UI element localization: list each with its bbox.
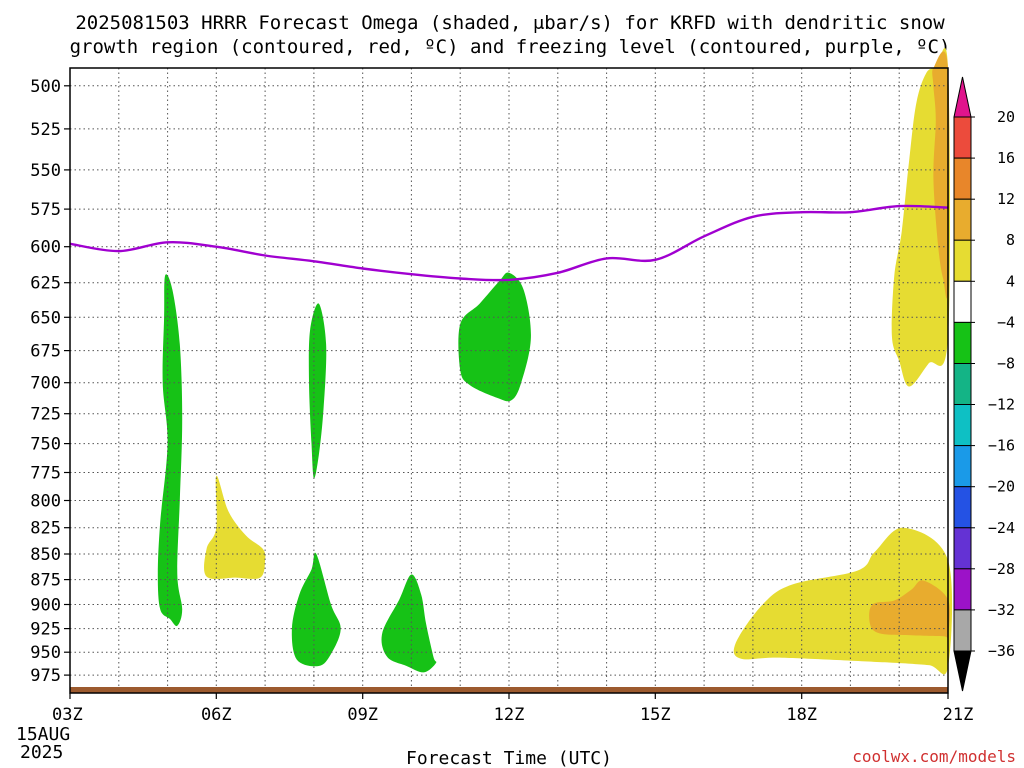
x-tick-label: 18Z: [786, 705, 817, 725]
colorbar-segment: [953, 198, 972, 241]
colorbar-segment: [953, 239, 972, 282]
y-tick-label: 550: [30, 161, 61, 181]
y-tick-label: 775: [30, 464, 61, 484]
colorbar-segment: [953, 363, 972, 406]
colorbar-tick-label: −20: [988, 478, 1015, 496]
grid-lines: [70, 68, 948, 693]
x-tick-label: 12Z: [494, 705, 525, 725]
colorbar-segment: [953, 157, 972, 200]
x-axis-label: Forecast Time (UTC): [406, 748, 612, 768]
freezing-level-contour: [69, 204, 949, 282]
colorbar-tick-label: −28: [988, 560, 1015, 578]
y-tick-label: 850: [30, 545, 61, 565]
y-tick-label: 725: [30, 405, 61, 425]
colorbar-tick-label: 8: [1006, 231, 1015, 249]
colorbar-segment: [953, 404, 972, 447]
omega-region-3: [291, 552, 341, 667]
y-tick-label: 650: [30, 308, 61, 328]
x-tick-label: 03Z: [52, 705, 83, 725]
omega-colorbar: 20 16 12 8 4 −4 −8 −12 −16 −20 −24 −28 −32 −36: [953, 76, 1015, 692]
colorbar-segment: [953, 609, 972, 652]
colorbar-segment: [953, 568, 972, 611]
colorbar-top-arrow: [953, 76, 972, 118]
colorbar-bottom-arrow: [953, 650, 972, 692]
y-tick-label: 875: [30, 571, 61, 591]
y-tick-label: 700: [30, 374, 61, 394]
colorbar-segment: [953, 280, 972, 323]
y-tick-label: 500: [30, 77, 61, 97]
colorbar-segment: [953, 527, 972, 570]
omega-region-4: [381, 574, 437, 673]
y-tick-label: 675: [30, 342, 61, 362]
colorbar-tick-label: 16: [997, 149, 1015, 167]
date-label-day: 15AUG: [16, 724, 70, 745]
chart-title-line1: 2025081503 HRRR Forecast Omega (shaded, …: [75, 12, 945, 34]
y-tick-label: 575: [30, 200, 61, 220]
colorbar-tick-label: −16: [988, 437, 1015, 455]
y-tick-label: 750: [30, 435, 61, 455]
omega-region-6: [204, 475, 266, 579]
colorbar-tick-label: 4: [1006, 272, 1015, 290]
date-label-year: 2025: [20, 742, 63, 763]
omega-region-10: [869, 580, 951, 639]
y-tick-label: 525: [30, 120, 61, 140]
colorbar-tick-label: −8: [997, 355, 1015, 373]
omega-region-1: [157, 274, 183, 627]
colorbar-tick-label: 12: [997, 190, 1015, 208]
y-tick-label: 800: [30, 492, 61, 512]
colorbar-tick-label: −32: [988, 601, 1015, 619]
freezing-level-line: [69, 204, 949, 282]
colorbar-segment: [953, 445, 972, 488]
omega-shading: [157, 47, 953, 675]
colorbar-segment: [953, 321, 972, 364]
y-tick-label: 975: [30, 666, 61, 686]
chart-title-line2: growth region (contoured, red, ºC) and f…: [70, 36, 951, 58]
time-axis: 03Z 06Z 09Z 12Z 15Z 18Z 21Z: [52, 693, 973, 725]
colorbar-segment: [953, 116, 972, 159]
omega-region-9: [932, 51, 950, 299]
colorbar-tick-label: −12: [988, 396, 1015, 414]
x-tick-label: 06Z: [201, 705, 232, 725]
y-tick-label: 625: [30, 274, 61, 294]
colorbar-tick-label: −4: [997, 313, 1015, 331]
colorbar-tick-label: 20: [997, 108, 1015, 126]
x-tick-label: 15Z: [640, 705, 671, 725]
plot-area: [69, 47, 953, 694]
omega-region-8: [733, 527, 953, 675]
omega-region-2: [308, 303, 327, 479]
credit-text: coolwx.com/models: [852, 747, 1016, 766]
y-tick-label: 600: [30, 238, 61, 258]
colorbar-segment: [953, 486, 972, 529]
colorbar-tick-label: −36: [988, 642, 1015, 660]
y-tick-label: 950: [30, 643, 61, 663]
ground-surface-band: [70, 687, 948, 693]
pressure-axis: 500 525 550 575 600 625 650 675 700 725 750 775 800 8…: [30, 77, 70, 686]
y-tick-label: 900: [30, 596, 61, 616]
omega-region-5: [458, 272, 531, 402]
y-tick-label: 925: [30, 620, 61, 640]
x-tick-label: 09Z: [347, 705, 378, 725]
y-tick-label: 825: [30, 519, 61, 539]
colorbar-tick-label: −24: [988, 519, 1015, 537]
x-tick-label: 21Z: [943, 705, 974, 725]
